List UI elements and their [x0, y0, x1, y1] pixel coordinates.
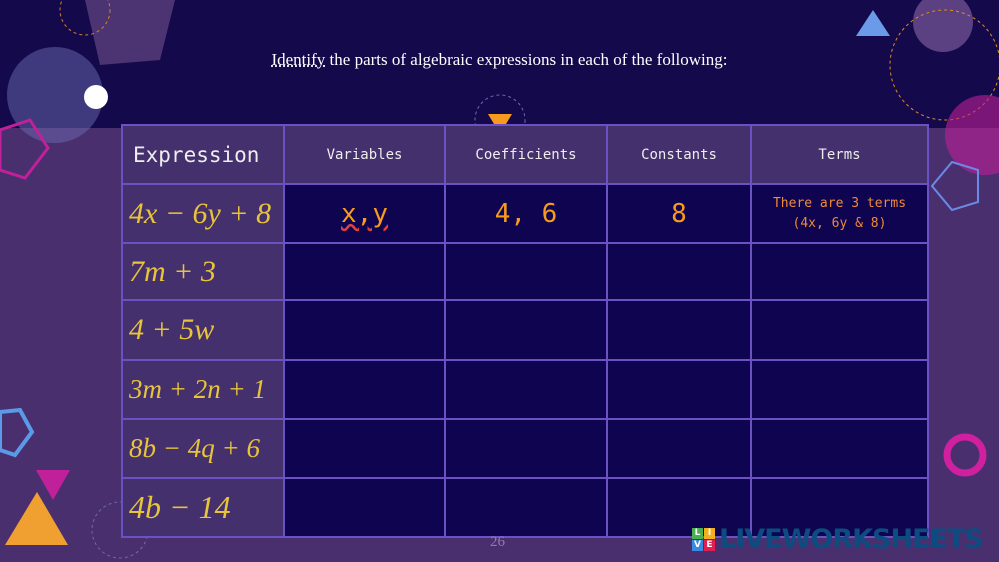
liveworksheets-logo: L I V E LIVEWORKSHEETS	[692, 524, 984, 555]
table-row: 4 + 5w	[121, 299, 929, 361]
header-variables: Variables	[283, 124, 446, 185]
expression-cell: 3m + 2n + 1	[121, 359, 285, 420]
terms-input[interactable]	[750, 242, 929, 301]
variables-input[interactable]	[283, 242, 446, 301]
variables-input[interactable]	[283, 359, 446, 420]
coefficients-input[interactable]: 4, 6	[444, 183, 608, 244]
variables-input[interactable]	[283, 418, 446, 479]
terms-input[interactable]	[750, 299, 929, 361]
variables-input[interactable]: x,y	[283, 183, 446, 244]
expression-cell: 8b − 4q + 6	[121, 418, 285, 479]
expression-cell: 4 + 5w	[121, 299, 285, 361]
expression-cell: 4x − 6y + 8	[121, 183, 285, 244]
header-coefficients: Coefficients	[444, 124, 608, 185]
header-constants: Constants	[606, 124, 752, 185]
header-expression: Expression	[121, 124, 285, 185]
coefficients-input[interactable]	[444, 359, 608, 420]
coefficients-input[interactable]	[444, 242, 608, 301]
coefficients-input[interactable]	[444, 299, 608, 361]
coefficients-input[interactable]	[444, 418, 608, 479]
constants-input[interactable]	[606, 359, 752, 420]
table-row: 3m + 2n + 1	[121, 359, 929, 420]
constants-input[interactable]	[606, 242, 752, 301]
variables-input[interactable]	[283, 299, 446, 361]
header-row: Expression Variables Coefficients Consta…	[121, 124, 929, 185]
variables-input[interactable]	[283, 477, 446, 538]
coefficients-input[interactable]	[444, 477, 608, 538]
table-row: 4x − 6y + 8 x,y 4, 6 8 There are 3 terms…	[121, 183, 929, 244]
constants-input[interactable]	[606, 299, 752, 361]
logo-tiles: L I V E	[692, 528, 715, 551]
constants-input[interactable]: 8	[606, 183, 752, 244]
header-terms: Terms	[750, 124, 929, 185]
instruction-title: Identify the parts of algebraic expressi…	[271, 50, 728, 69]
expression-cell: 7m + 3	[121, 242, 285, 301]
table-row: 4b − 14	[121, 477, 929, 538]
terms-input[interactable]	[750, 477, 929, 538]
terms-input[interactable]: There are 3 terms (4x, 6y & 8)	[750, 183, 929, 244]
terms-input[interactable]	[750, 418, 929, 479]
expression-cell: 4b − 14	[121, 477, 285, 538]
terms-input[interactable]	[750, 359, 929, 420]
table-row: 7m + 3	[121, 242, 929, 301]
constants-input[interactable]	[606, 418, 752, 479]
constants-input[interactable]	[606, 477, 752, 538]
page-number: 26	[490, 534, 505, 550]
table-row: 8b − 4q + 6	[121, 418, 929, 479]
worksheet-table: Expression Variables Coefficients Consta…	[121, 124, 929, 538]
